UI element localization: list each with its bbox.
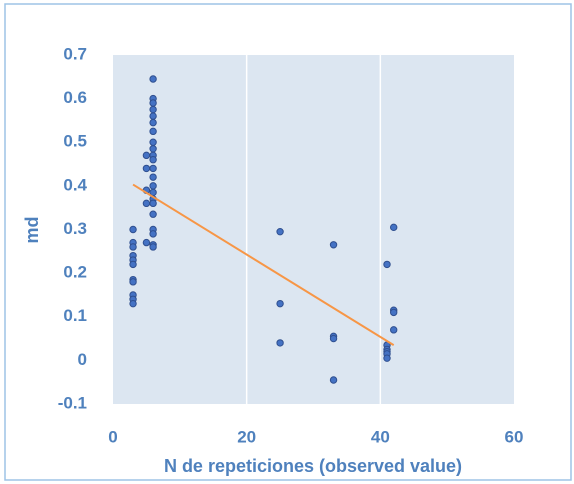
point [383, 260, 391, 269]
y-tick-label: 0.7 [63, 44, 87, 63]
point [390, 223, 398, 232]
y-tick-label: -0.1 [58, 393, 87, 412]
y-tick-label: 0.2 [63, 263, 87, 282]
x-axis-title: N de repeticiones (observed value) [164, 456, 462, 476]
x-tick-label: 0 [108, 427, 117, 446]
point [329, 241, 338, 249]
point [149, 156, 157, 164]
y-tick-label: 0.5 [63, 132, 87, 151]
point [149, 118, 157, 127]
point [149, 199, 157, 208]
point [329, 376, 338, 384]
point [149, 112, 157, 120]
y-tick-label: 0.1 [63, 306, 87, 325]
trend-line [132, 183, 395, 346]
y-tick-label: 0.6 [63, 88, 87, 107]
point [149, 105, 157, 114]
point [142, 238, 151, 247]
point [149, 99, 157, 107]
point [142, 164, 151, 173]
y-axis-title: md [22, 217, 42, 244]
point [276, 227, 284, 236]
point [129, 278, 137, 286]
point [129, 299, 137, 308]
y-tick-label: 0.4 [63, 175, 87, 194]
point [383, 354, 391, 362]
point [129, 243, 137, 251]
point [129, 260, 137, 269]
point [149, 138, 157, 146]
point [129, 225, 137, 234]
point [149, 230, 157, 238]
point [149, 243, 157, 251]
y-tick-label: 0.3 [63, 219, 87, 238]
point [276, 299, 284, 308]
point [149, 127, 157, 136]
x-tick-label: 20 [237, 427, 256, 446]
point [390, 308, 398, 317]
x-tick-label: 60 [505, 427, 524, 446]
point [149, 173, 157, 181]
point [149, 145, 157, 153]
point [149, 164, 157, 173]
point [142, 151, 151, 160]
point [149, 210, 157, 218]
point [149, 75, 157, 83]
point [276, 339, 284, 347]
y-tick-label: 0 [78, 350, 87, 369]
plot-area [113, 55, 514, 404]
point [142, 199, 151, 208]
point [149, 182, 157, 190]
point [329, 334, 338, 343]
point [390, 326, 398, 334]
x-tick-label: 40 [371, 427, 390, 446]
